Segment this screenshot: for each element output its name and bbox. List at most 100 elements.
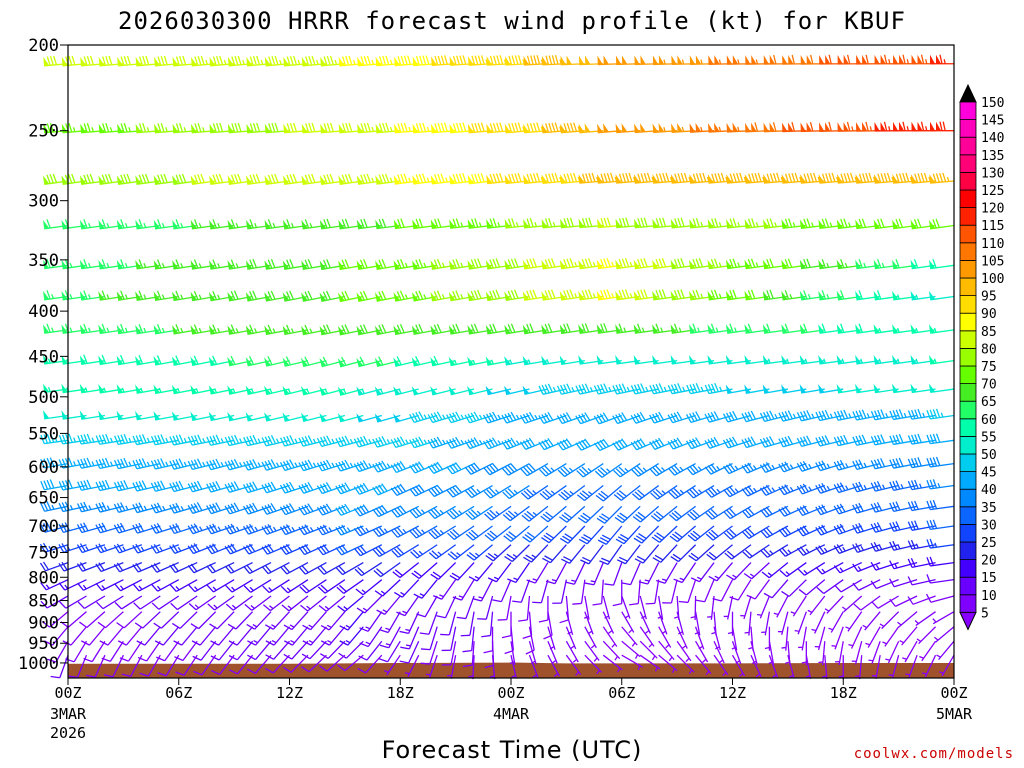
y-tick-label: 550 (28, 424, 59, 444)
wind-barb (538, 595, 549, 623)
wind-barb (280, 543, 309, 555)
wind-barb (244, 595, 272, 611)
colorbar-label: 35 (981, 501, 997, 516)
colorbar-swatch (959, 524, 977, 543)
wind-barb (926, 499, 955, 511)
credit-text: coolwx.com/models (854, 746, 1014, 762)
wind-barb (725, 323, 752, 334)
wind-barb (465, 505, 493, 521)
wind-barb (726, 562, 752, 581)
wind-barb (639, 640, 658, 661)
colorbar-top-triangle (959, 83, 977, 103)
wind-barb (889, 595, 918, 607)
wind-barb (419, 611, 438, 635)
wind-barb (446, 462, 475, 475)
wind-barb (695, 579, 715, 603)
wind-barb (79, 611, 106, 629)
wind-barb (357, 55, 382, 67)
wind-barb (576, 463, 604, 478)
wind-barb (723, 525, 752, 540)
wind-barb (633, 258, 659, 270)
wind-barb (243, 543, 272, 555)
wind-barb (686, 463, 715, 476)
wind-barb (420, 641, 438, 665)
wind-barb (170, 595, 198, 611)
wind-barb (224, 562, 253, 574)
wind-barb (507, 562, 530, 584)
wind-barb (95, 543, 124, 554)
wind-barb (261, 435, 290, 447)
wind-barb (190, 611, 217, 630)
colorbar-label: 85 (981, 325, 997, 340)
wind-barb (95, 561, 124, 573)
wind-barb (190, 173, 216, 185)
wind-barb (116, 323, 142, 335)
wind-barb (279, 503, 309, 516)
wind-barb (374, 579, 401, 597)
wind-barb (282, 324, 309, 336)
wind-barb (95, 433, 124, 445)
wind-barb (790, 595, 807, 617)
wind-barb (373, 562, 401, 578)
wind-barb (539, 463, 567, 477)
wind-barb (139, 654, 161, 677)
wind-barb (936, 640, 955, 661)
wind-barb (742, 544, 770, 559)
wind-barb (852, 561, 881, 573)
wind-barb (604, 562, 623, 586)
colorbar-swatch (959, 136, 977, 156)
wind-barb (261, 543, 290, 555)
wind-barb (175, 654, 198, 676)
wind-barb (584, 562, 604, 586)
wind-barb (853, 595, 881, 611)
wind-barb (187, 543, 216, 555)
wind-barb (926, 574, 955, 584)
wind-barb (279, 459, 309, 472)
wind-barb (261, 562, 290, 575)
surface-area (68, 662, 954, 678)
wind-barb (678, 579, 697, 604)
wind-barb (481, 611, 494, 638)
wind-barb (121, 654, 143, 678)
wind-barb (645, 579, 660, 605)
wind-barb (492, 579, 512, 603)
wind-barb (658, 640, 675, 662)
wind-barb (353, 482, 383, 495)
wind-barb (559, 505, 586, 523)
wind-barb (914, 611, 936, 626)
wind-barb (485, 544, 512, 562)
wind-barb (372, 525, 401, 538)
wind-barb (723, 505, 752, 520)
wind-barb (584, 654, 603, 675)
wind-barb (440, 611, 457, 636)
wind-barb (354, 562, 383, 577)
wind-barb (597, 525, 623, 545)
wind-barb (264, 654, 290, 674)
wind-barb (338, 640, 364, 659)
wind-barb (484, 525, 512, 542)
wind-barb (504, 626, 515, 655)
wind-barb (633, 217, 659, 229)
wind-barb (905, 654, 918, 678)
wind-barb (40, 433, 69, 445)
wind-barb (430, 218, 456, 229)
wind-barb (928, 218, 955, 230)
wind-barb (662, 579, 678, 604)
wind-barb (796, 460, 825, 472)
wind-barb (156, 640, 180, 662)
x-tick-label: 18Z (830, 684, 857, 702)
wind-barb (852, 409, 881, 421)
wind-barb (206, 543, 235, 555)
colorbar-label: 30 (981, 518, 997, 533)
wind-barb (575, 438, 604, 451)
y-tick-label: 850 (28, 592, 59, 612)
wind-barb (538, 412, 567, 424)
wind-barb (77, 579, 106, 591)
wind-barb (879, 611, 900, 630)
wind-barb (521, 505, 549, 522)
wind-barb (540, 505, 567, 523)
colorbar-label: 25 (981, 536, 997, 551)
y-tick-label: 500 (28, 388, 59, 408)
wind-barb (95, 479, 124, 492)
wind-barb (615, 525, 641, 545)
